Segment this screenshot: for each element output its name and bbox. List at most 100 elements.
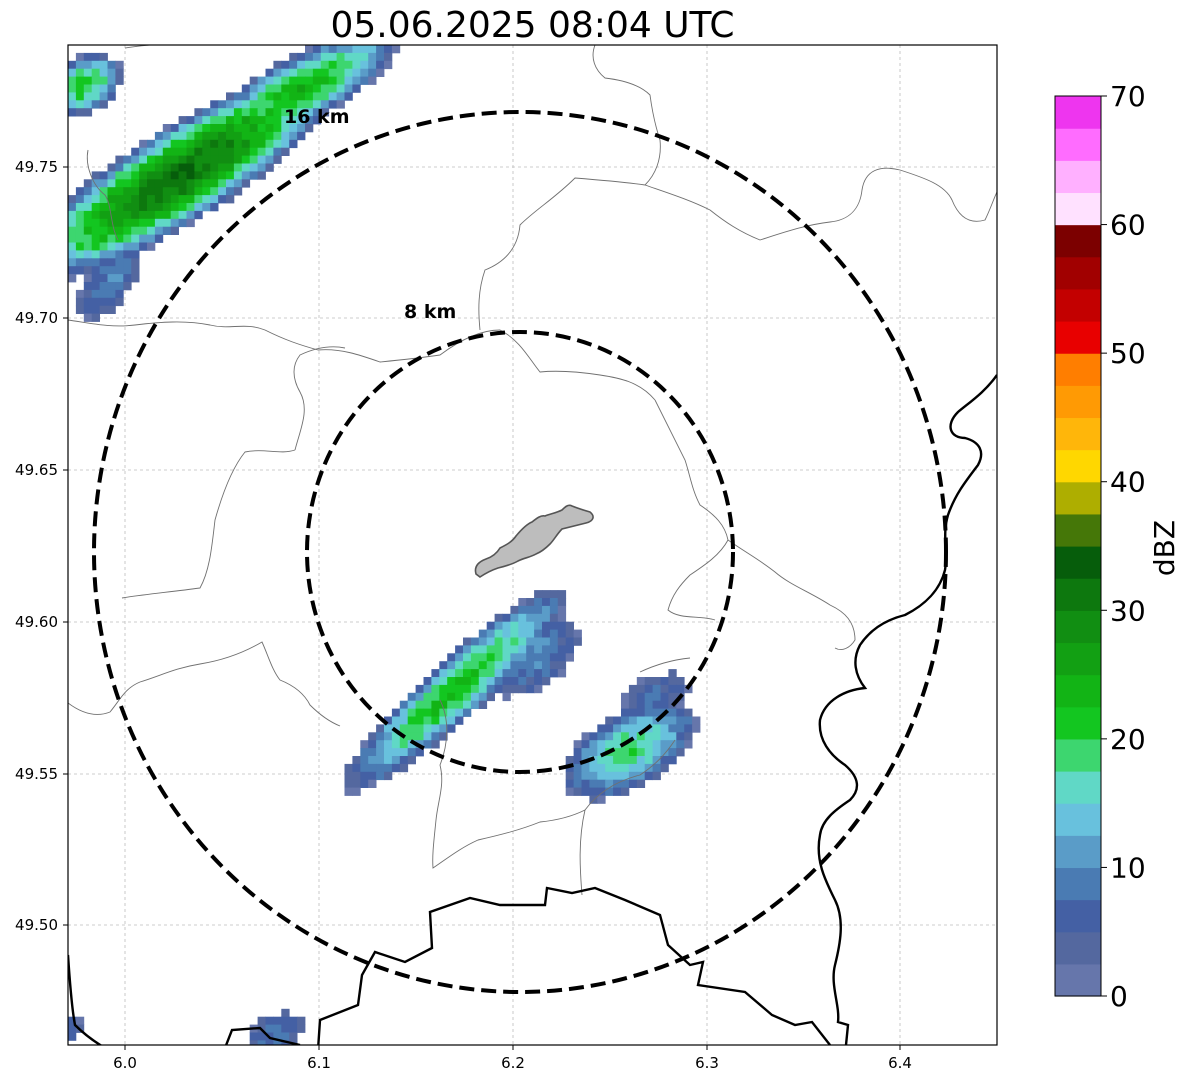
radar-cell [676,732,685,741]
radar-cell [486,684,495,694]
radar-cell [202,131,211,141]
radar-cell [384,740,393,749]
radar-cell [162,203,172,212]
radar-cell [115,203,124,212]
radar-cell [573,748,582,757]
radar-cell [147,171,156,180]
radar-cell [233,147,243,156]
radar-cell [249,147,258,156]
radar-cell [226,195,235,204]
ring-label-16km: 16 km [284,106,350,128]
radar-cell [312,60,322,70]
radar-cell [518,621,527,630]
radar-cell [83,100,93,109]
radar-cell [660,732,669,741]
radar-cell [194,155,203,164]
radar-cell [139,147,148,156]
radar-cell [68,210,77,220]
radar-cell [636,763,646,773]
radar-cell [265,1024,274,1033]
radar-cell [463,677,472,686]
radar-cell [439,716,448,725]
radar-cell [83,203,93,212]
radar-cell [249,124,258,133]
radar-cell [115,171,124,180]
colorbar-tick-label: 60 [1110,209,1146,242]
radar-cell [289,92,298,101]
radar-cell [131,274,140,283]
colorbar-band [1055,803,1101,836]
radar-cell [265,116,274,125]
radar-cell [336,92,345,101]
radar-cell [139,163,148,172]
radar-cell [202,124,211,133]
radar-cell [668,708,677,717]
radar-cell [360,76,369,85]
radar-cell [233,124,243,133]
radar-cell [170,203,179,212]
radar-cell [463,645,472,654]
radar-cell [352,45,361,54]
radar-cell [344,76,353,85]
radar-cell [139,203,148,212]
radar-cell [660,677,669,686]
radar-cell [289,84,298,93]
radar-cell [376,771,385,781]
radar-cell [139,234,148,243]
built-up-area [474,504,594,578]
radar-cell [384,716,393,725]
boundary-line [124,45,200,49]
radar-cell [652,708,661,717]
radar-cell [447,716,456,725]
radar-cell [510,677,519,686]
radar-cell [91,305,100,314]
radar-cell [147,218,156,228]
radar-cell [565,787,574,796]
radar-cell [557,613,567,623]
radar-cell [518,684,527,694]
radar-cell [360,771,369,781]
colorbar-band [1055,417,1101,451]
radar-cell [273,92,282,101]
colorbar-band [1055,321,1101,354]
radar-cell [399,700,409,709]
radar-cell [470,700,480,709]
radar-cell [186,124,195,133]
radar-cell [478,700,488,709]
radar-cell [589,763,598,773]
radar-cell [139,195,148,204]
radar-cell [91,52,100,62]
radar-cell [628,708,638,717]
radar-cell [502,645,511,654]
radar-cell [68,1024,77,1033]
radar-cell [194,124,203,133]
radar-cell [273,124,282,133]
radar-cell [431,700,440,709]
radar-cell [510,613,519,623]
radar-cell [99,274,108,283]
radar-cell [68,1016,77,1025]
radar-cell [344,60,353,70]
radar-cell [162,139,172,149]
radar-cell [186,147,195,156]
radar-cell [463,692,472,702]
radar-cell [178,210,187,220]
radar-cell [644,732,653,741]
radar-cell [162,179,172,188]
radar-cell [628,732,638,741]
radar-cell [83,187,93,196]
radar-cell [75,84,85,93]
radar-cell [573,637,582,646]
radar-cell [581,779,590,788]
radar-cell [99,297,108,307]
radar-cell [68,274,77,283]
radar-cell [415,732,424,741]
national-borders [68,374,997,1045]
radar-cell [644,684,653,694]
radar-cell [534,605,543,615]
radar-cell [628,740,638,749]
radar-cell [652,677,661,686]
radar-cell [131,203,140,212]
radar-cell [233,100,243,109]
radar-cell [241,84,251,93]
